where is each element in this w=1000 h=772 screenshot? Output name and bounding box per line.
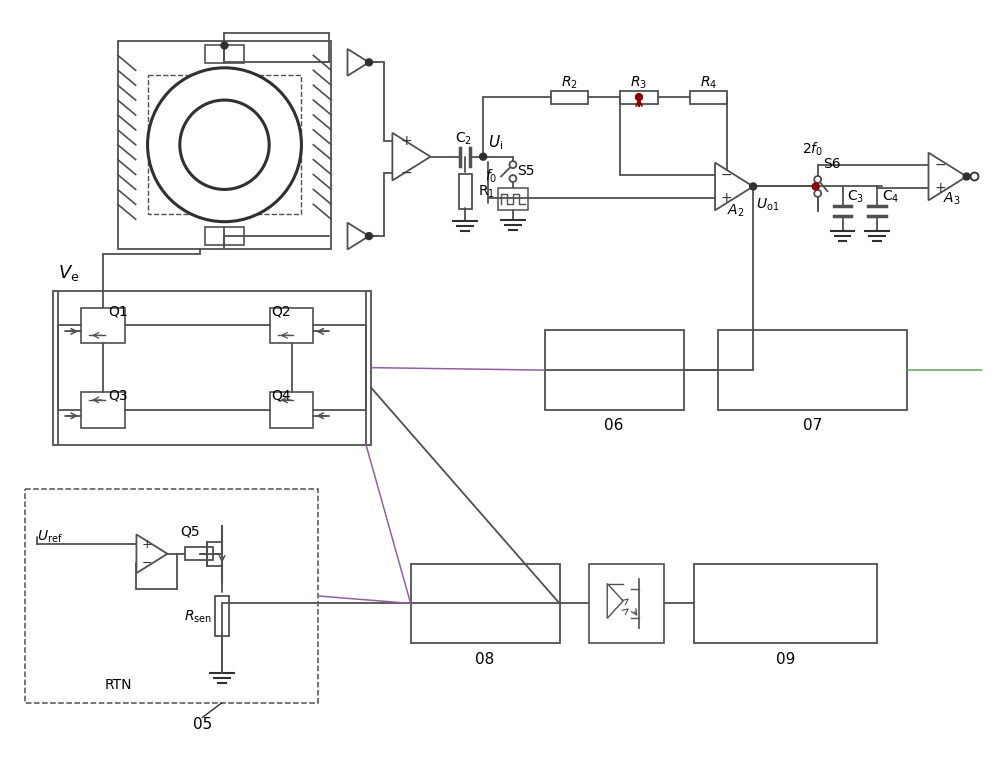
Polygon shape	[607, 584, 623, 618]
Bar	[270, 307, 313, 344]
Text: S5: S5	[517, 164, 534, 178]
Text: $U_{\rm ref}$: $U_{\rm ref}$	[37, 529, 63, 545]
Text: −: −	[721, 168, 733, 181]
Text: +: +	[721, 191, 733, 205]
Polygon shape	[928, 153, 967, 201]
Text: −: −	[934, 157, 946, 171]
Circle shape	[221, 42, 228, 49]
Text: 06: 06	[604, 418, 624, 433]
Text: +: +	[400, 134, 412, 147]
Text: RTN: RTN	[105, 678, 132, 692]
Text: $V_{\rm e}$: $V_{\rm e}$	[58, 262, 80, 283]
Text: R$_1$: R$_1$	[478, 183, 495, 200]
Bar	[718, 330, 907, 410]
Bar	[205, 46, 244, 63]
Polygon shape	[348, 222, 369, 249]
Bar	[81, 392, 125, 428]
Ellipse shape	[180, 100, 269, 189]
Circle shape	[636, 93, 642, 100]
Text: A$_3$: A$_3$	[943, 190, 961, 207]
Circle shape	[365, 59, 372, 66]
Text: +: +	[141, 537, 152, 550]
Circle shape	[814, 190, 821, 197]
Text: $2f_0$: $2f_0$	[802, 141, 823, 158]
Text: C$_2$: C$_2$	[455, 130, 472, 147]
Circle shape	[480, 153, 487, 160]
Circle shape	[971, 173, 979, 181]
Text: Q3: Q3	[108, 389, 127, 403]
Circle shape	[963, 173, 970, 180]
Text: $U_{\rm i}$: $U_{\rm i}$	[488, 134, 503, 152]
Bar	[411, 564, 560, 643]
Polygon shape	[392, 133, 431, 181]
Text: −: −	[141, 557, 152, 570]
Text: $U_{\rm o1}$: $U_{\rm o1}$	[756, 196, 779, 212]
Text: 09: 09	[776, 652, 795, 666]
Bar	[459, 174, 472, 208]
Bar	[589, 564, 664, 643]
Text: Q2: Q2	[272, 304, 291, 319]
Polygon shape	[136, 534, 167, 573]
Text: $R_{\rm sen}$: $R_{\rm sen}$	[184, 608, 212, 625]
Bar	[118, 40, 331, 249]
Text: C$_3$: C$_3$	[847, 188, 865, 205]
Text: A$_2$: A$_2$	[727, 203, 744, 219]
Text: $f_0$: $f_0$	[485, 168, 497, 185]
Bar	[205, 227, 244, 245]
Bar	[53, 291, 371, 445]
Circle shape	[509, 175, 516, 182]
Text: C$_4$: C$_4$	[882, 188, 900, 205]
Bar	[25, 489, 318, 703]
Circle shape	[365, 232, 372, 239]
Bar	[185, 547, 213, 560]
Bar	[215, 597, 229, 636]
Text: Q5: Q5	[180, 525, 200, 539]
Text: −: −	[400, 166, 412, 180]
Bar	[690, 90, 727, 103]
Text: R$_2$: R$_2$	[561, 75, 578, 91]
Text: 05: 05	[193, 717, 212, 732]
Bar	[551, 90, 588, 103]
Ellipse shape	[148, 68, 301, 222]
Circle shape	[812, 183, 819, 190]
Text: +: +	[934, 181, 946, 195]
Bar	[620, 90, 658, 103]
Text: 07: 07	[803, 418, 822, 433]
Text: 08: 08	[475, 652, 495, 666]
Text: R$_4$: R$_4$	[700, 75, 717, 91]
Circle shape	[509, 161, 516, 168]
Circle shape	[814, 176, 821, 183]
Bar	[498, 188, 528, 210]
Polygon shape	[715, 163, 753, 210]
Bar	[148, 75, 301, 215]
Text: R$_3$: R$_3$	[630, 75, 648, 91]
Bar	[270, 392, 313, 428]
Bar	[694, 564, 877, 643]
Text: Q1: Q1	[108, 304, 128, 319]
Circle shape	[750, 183, 757, 190]
Polygon shape	[348, 49, 369, 76]
Bar	[545, 330, 684, 410]
Bar	[81, 307, 125, 344]
Text: Q4: Q4	[272, 389, 291, 403]
Text: S6: S6	[823, 157, 840, 171]
